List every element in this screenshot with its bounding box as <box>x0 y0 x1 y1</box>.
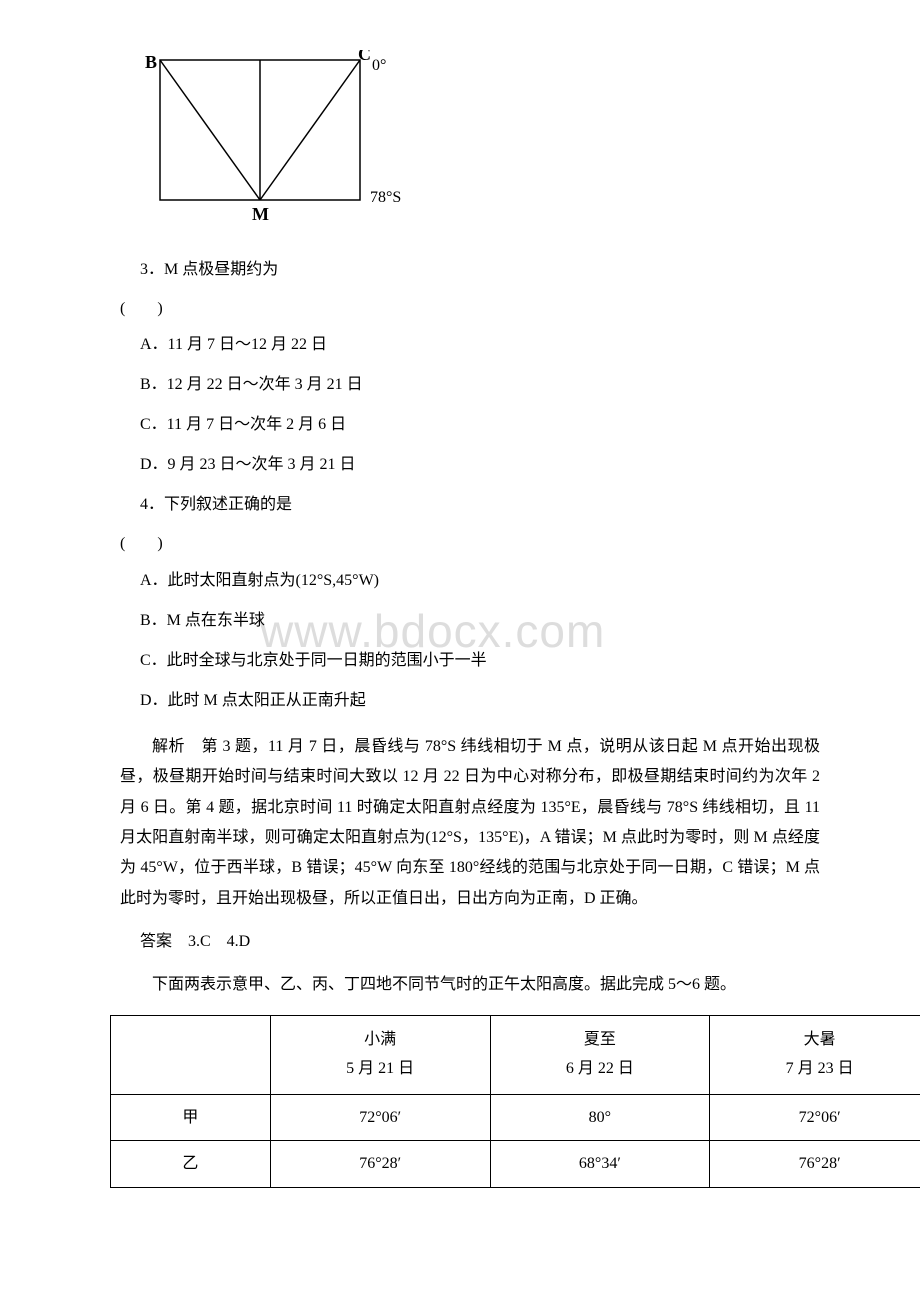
solar-altitude-table: 小满 5 月 21 日 夏至 6 月 22 日 大暑 7 月 23 日 甲 72… <box>110 1015 920 1188</box>
col-header-dashu: 大暑 <box>718 1026 920 1055</box>
table-header-row: 小满 5 月 21 日 夏至 6 月 22 日 大暑 7 月 23 日 <box>111 1016 920 1095</box>
col-date-dashu: 7 月 23 日 <box>718 1055 920 1084</box>
col-header-xiazhi: 夏至 <box>499 1026 702 1055</box>
q4-option-c: C．此时全球与北京处于同一日期的范围小于一半 <box>140 645 860 677</box>
label-m: M <box>252 204 269 224</box>
table-cell: 72°06′ <box>710 1094 920 1141</box>
intro-q5-q6: 下面两表示意甲、乙、丙、丁四地不同节气时的正午太阳高度。据此完成 5～6 题。 <box>120 970 820 1000</box>
table-row: 乙 76°28′ 68°34′ 76°28′ <box>111 1141 920 1188</box>
q3-paren: ( ) <box>120 296 860 322</box>
q3-option-d: D．9 月 23 日～次年 3 月 21 日 <box>140 449 860 481</box>
label-78s: 78°S <box>370 189 401 206</box>
q3-option-b: B．12 月 22 日～次年 3 月 21 日 <box>140 369 860 401</box>
q4-option-b: B．M 点在东半球 <box>140 605 860 637</box>
geometry-diagram: B C 0° M 78°S <box>140 50 860 234</box>
label-zero: 0° <box>372 57 386 74</box>
table-cell: 甲 <box>111 1094 271 1141</box>
q3-option-a: A．11 月 7 日～12 月 22 日 <box>140 329 860 361</box>
q4-paren: ( ) <box>120 531 860 557</box>
table-row: 甲 72°06′ 80° 72°06′ <box>111 1094 920 1141</box>
col-header-xiaoman: 小满 <box>279 1026 482 1055</box>
table-cell: 乙 <box>111 1141 271 1188</box>
label-c: C <box>358 50 371 64</box>
table-cell: 80° <box>490 1094 710 1141</box>
table-cell: 76°28′ <box>710 1141 920 1188</box>
q4-option-d: D．此时 M 点太阳正从正南升起 <box>140 685 860 717</box>
table-cell: 小满 5 月 21 日 <box>270 1016 490 1095</box>
answer-q3-q4: 答案 3.C 4.D <box>140 929 860 955</box>
table-cell: 68°34′ <box>490 1141 710 1188</box>
table-cell: 大暑 7 月 23 日 <box>710 1016 920 1095</box>
label-b: B <box>145 52 157 72</box>
table-cell: 72°06′ <box>270 1094 490 1141</box>
explanation-q3-q4: 解析 第 3 题，11 月 7 日，晨昏线与 78°S 纬线相切于 M 点，说明… <box>120 732 820 914</box>
q3-stem: 3．M 点极昼期约为 <box>140 254 860 286</box>
table-cell <box>111 1016 271 1095</box>
q4-stem: 4．下列叙述正确的是 <box>140 489 860 521</box>
col-date-xiazhi: 6 月 22 日 <box>499 1055 702 1084</box>
table-cell: 夏至 6 月 22 日 <box>490 1016 710 1095</box>
table-cell: 76°28′ <box>270 1141 490 1188</box>
q4-option-a: A．此时太阳直射点为(12°S,45°W) <box>140 565 860 597</box>
q3-option-c: C．11 月 7 日～次年 2 月 6 日 <box>140 409 860 441</box>
col-date-xiaoman: 5 月 21 日 <box>279 1055 482 1084</box>
